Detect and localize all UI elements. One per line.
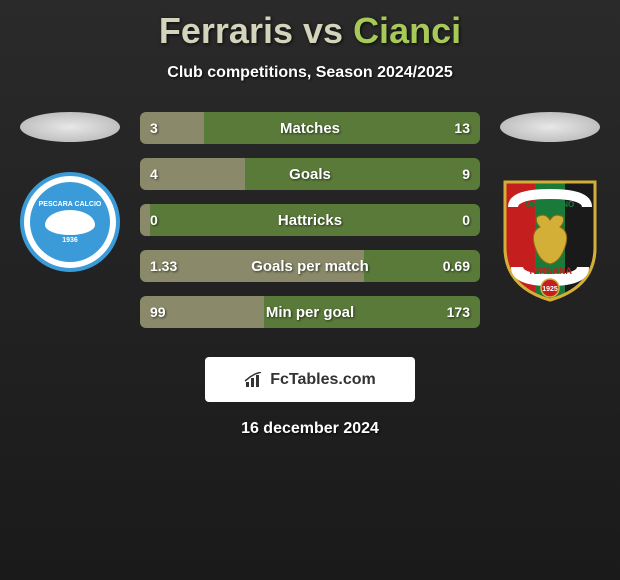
player2-silhouette bbox=[500, 112, 600, 142]
stat-row: 1.33Goals per match0.69 bbox=[140, 250, 480, 282]
stat-row: 0Hattricks0 bbox=[140, 204, 480, 236]
stat-label: Min per goal bbox=[140, 296, 480, 328]
team2-top-text: UNICUSANO bbox=[526, 200, 574, 209]
stat-value-right: 9 bbox=[462, 158, 470, 190]
stat-value-right: 0.69 bbox=[443, 250, 470, 282]
team1-year: 1936 bbox=[62, 237, 78, 244]
stat-value-right: 173 bbox=[447, 296, 470, 328]
stat-value-right: 0 bbox=[462, 204, 470, 236]
stat-label: Goals per match bbox=[140, 250, 480, 282]
team2-badge: UNICUSANO TERNANA 1925 bbox=[495, 172, 605, 302]
stat-label: Matches bbox=[140, 112, 480, 144]
team1-badge-inner: PESCARA CALCIO 1936 bbox=[30, 182, 110, 262]
content-area: PESCARA CALCIO 1936 3Matches13 4Goals9 0Ha… bbox=[0, 112, 620, 342]
source-logo: FcTables.com bbox=[205, 357, 415, 402]
left-column: PESCARA CALCIO 1936 bbox=[10, 112, 130, 342]
team1-badge: PESCARA CALCIO 1936 bbox=[20, 172, 120, 272]
shield-icon: UNICUSANO TERNANA 1925 bbox=[495, 172, 605, 302]
date-text: 16 december 2024 bbox=[0, 420, 620, 438]
player1-name: Ferraris bbox=[159, 10, 293, 51]
team1-badge-text: PESCARA CALCIO bbox=[39, 201, 102, 208]
subtitle: Club competitions, Season 2024/2025 bbox=[0, 64, 620, 82]
stat-row: 99Min per goal173 bbox=[140, 296, 480, 328]
source-logo-text: FcTables.com bbox=[270, 371, 376, 389]
team2-name-text: TERNANA bbox=[528, 266, 572, 276]
dolphin-icon bbox=[45, 210, 95, 235]
right-column: UNICUSANO TERNANA 1925 bbox=[490, 112, 610, 342]
stat-label: Goals bbox=[140, 158, 480, 190]
stats-container: 3Matches13 4Goals9 0Hattricks0 1.33Goals pe… bbox=[130, 112, 490, 342]
player1-silhouette bbox=[20, 112, 120, 142]
team2-year-text: 1925 bbox=[542, 286, 558, 293]
stat-row: 3Matches13 bbox=[140, 112, 480, 144]
stat-value-right: 13 bbox=[454, 112, 470, 144]
player2-name: Cianci bbox=[353, 10, 461, 51]
chart-icon bbox=[244, 372, 264, 388]
vs-text: vs bbox=[303, 10, 343, 51]
stat-label: Hattricks bbox=[140, 204, 480, 236]
comparison-title: Ferraris vs Cianci bbox=[0, 0, 620, 52]
stat-row: 4Goals9 bbox=[140, 158, 480, 190]
